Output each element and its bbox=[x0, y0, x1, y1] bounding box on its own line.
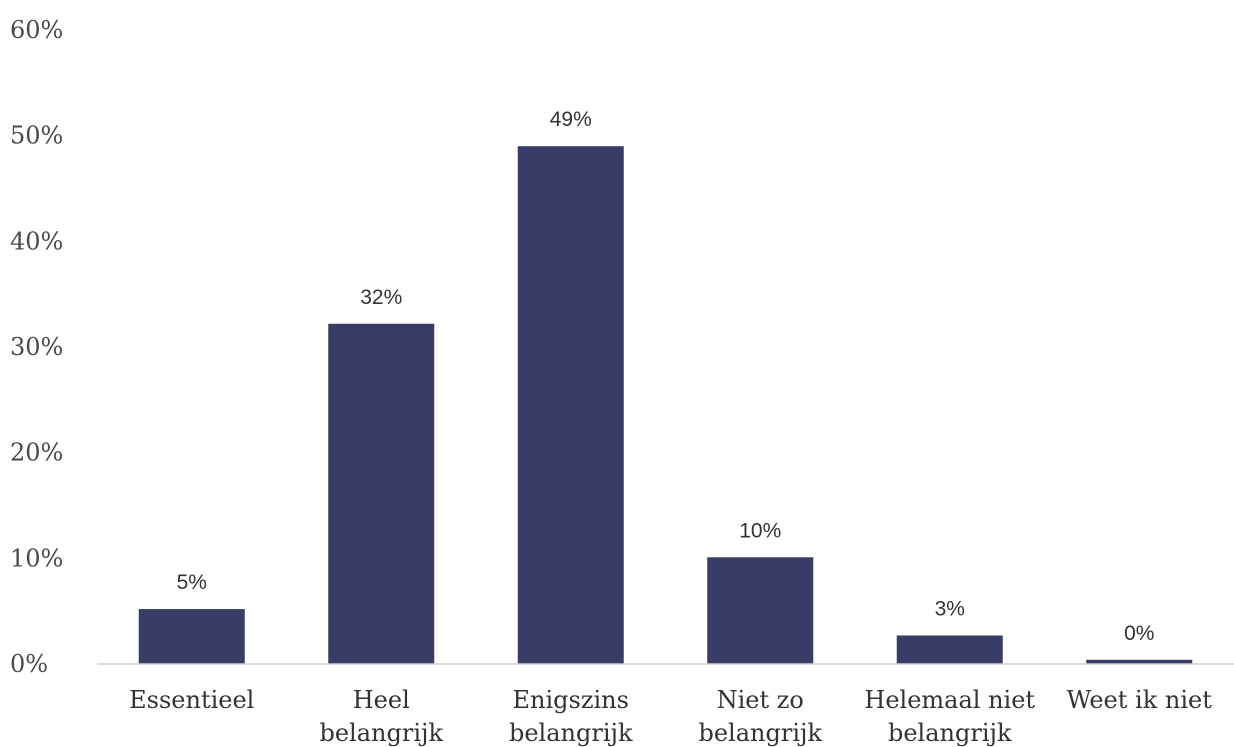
bar bbox=[328, 323, 435, 664]
data-label: 32% bbox=[360, 286, 402, 309]
x-tick-label-line: Enigszins bbox=[513, 686, 629, 714]
x-axis: Essentieel Heel belangrijk Enigszins belangr… bbox=[129, 686, 1212, 747]
data-labels: 5% 32% 49% 10% 3% 0% bbox=[177, 108, 1155, 645]
bars bbox=[138, 146, 1193, 664]
x-tick-label-line: Helemaal niet bbox=[864, 686, 1035, 714]
data-label: 49% bbox=[550, 108, 592, 131]
x-tick-label: Niet zo belangrijk bbox=[698, 686, 822, 747]
y-tick-label: 0% bbox=[10, 650, 48, 678]
x-tick-label-line: Niet zo bbox=[717, 686, 804, 714]
x-tick-label: Weet ik niet bbox=[1067, 686, 1213, 714]
y-tick-label: 10% bbox=[10, 544, 63, 572]
bar bbox=[517, 146, 624, 664]
y-tick-label: 60% bbox=[10, 16, 63, 44]
x-tick-label: Essentieel bbox=[129, 686, 254, 714]
x-tick-label-line: Weet ik niet bbox=[1067, 686, 1213, 714]
y-tick-label: 40% bbox=[10, 227, 63, 255]
data-label: 10% bbox=[739, 519, 781, 542]
x-tick-label-line: Essentieel bbox=[129, 686, 254, 714]
x-tick-label-line: Heel bbox=[353, 686, 410, 714]
bar bbox=[138, 609, 245, 664]
x-tick-label: Enigszins belangrijk bbox=[509, 686, 633, 747]
x-tick-label-line: belangrijk bbox=[698, 719, 822, 747]
data-label: 3% bbox=[935, 597, 965, 620]
y-tick-label: 50% bbox=[10, 122, 63, 150]
y-tick-label: 20% bbox=[10, 439, 63, 467]
data-label: 0% bbox=[1124, 622, 1154, 645]
y-tick-label: 30% bbox=[10, 333, 63, 361]
data-label: 5% bbox=[177, 571, 207, 594]
bar bbox=[1086, 659, 1193, 664]
bar bbox=[896, 635, 1003, 664]
y-axis: 0% 10% 20% 30% 40% 50% 60% bbox=[10, 16, 63, 678]
x-tick-label: Helemaal niet belangrijk bbox=[864, 686, 1035, 747]
x-tick-label-line: belangrijk bbox=[888, 719, 1012, 747]
bar bbox=[707, 557, 814, 664]
x-tick-label-line: belangrijk bbox=[509, 719, 633, 747]
x-tick-label-line: belangrijk bbox=[319, 719, 443, 747]
x-tick-label: Heel belangrijk bbox=[319, 686, 443, 747]
